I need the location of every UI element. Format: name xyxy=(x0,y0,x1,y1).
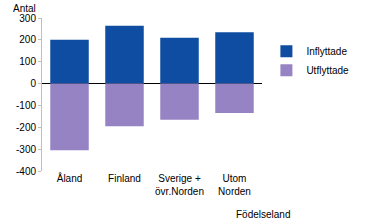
svg-text:-200: -200 xyxy=(16,122,36,133)
svg-text:300: 300 xyxy=(19,13,36,24)
svg-text:100: 100 xyxy=(19,56,36,67)
svg-text:Antal: Antal xyxy=(13,3,36,14)
svg-text:Sverige +övr.Norden: Sverige +övr.Norden xyxy=(155,173,204,197)
svg-text:Födelseland: Födelseland xyxy=(236,209,290,220)
svg-text:Finland: Finland xyxy=(108,173,141,184)
svg-text:-300: -300 xyxy=(16,144,36,155)
svg-text:Åland: Åland xyxy=(57,172,83,184)
svg-text:0: 0 xyxy=(30,78,36,89)
svg-text:-100: -100 xyxy=(16,100,36,111)
svg-text:Utflyttade: Utflyttade xyxy=(306,65,349,76)
svg-text:Inflyttade: Inflyttade xyxy=(306,46,347,57)
svg-text:200: 200 xyxy=(19,34,36,45)
svg-text:-400: -400 xyxy=(16,166,36,177)
svg-text:UtomNorden: UtomNorden xyxy=(218,173,251,197)
